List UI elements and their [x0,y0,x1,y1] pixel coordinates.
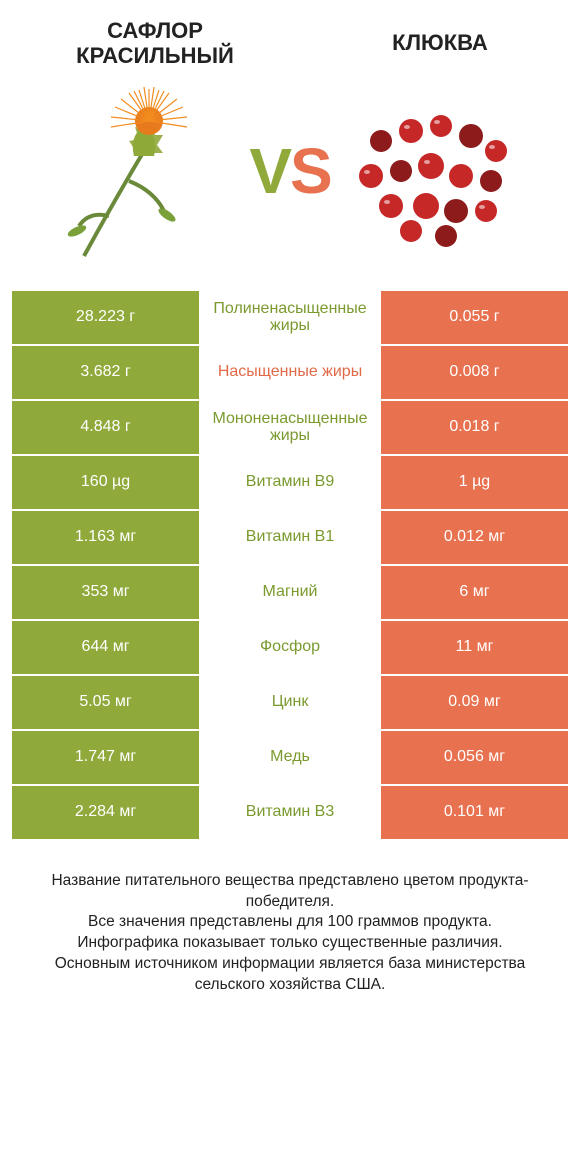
right-value-cell: 0.008 г [380,345,569,400]
right-product-image [341,81,521,261]
nutrient-label-cell: Витамин B3 [200,785,380,840]
right-value-cell: 0.012 мг [380,510,569,565]
header: САФЛОР КРАСИЛЬНЫЙ КЛЮКВА [0,0,580,69]
table-row: 2.284 мгВитамин B30.101 мг [11,785,569,840]
vs-v: V [249,135,290,207]
table-row: 1.747 мгМедь0.056 мг [11,730,569,785]
left-value-cell: 353 мг [11,565,200,620]
cranberries-icon [341,81,521,261]
nutrient-label-cell: Магний [200,565,380,620]
left-product-image [59,81,239,261]
left-value-cell: 160 µg [11,455,200,510]
table-row: 644 мгФосфор11 мг [11,620,569,675]
left-value-cell: 2.284 мг [11,785,200,840]
right-product-title: КЛЮКВА [340,18,540,55]
right-value-cell: 0.018 г [380,400,569,455]
comparison-table-body: 28.223 гПолиненасыщенные жиры0.055 г3.68… [11,290,569,840]
table-row: 1.163 мгВитамин B10.012 мг [11,510,569,565]
right-value-cell: 0.056 мг [380,730,569,785]
nutrient-label-cell: Фосфор [200,620,380,675]
left-product-title: САФЛОР КРАСИЛЬНЫЙ [40,18,270,69]
left-value-cell: 28.223 г [11,290,200,345]
safflower-icon [59,81,239,261]
nutrient-label-cell: Витамин B9 [200,455,380,510]
right-value-cell: 0.101 мг [380,785,569,840]
right-value-cell: 6 мг [380,565,569,620]
table-row: 160 µgВитамин B91 µg [11,455,569,510]
footnote-line-3: Инфографика показывает только существенн… [77,934,502,951]
left-value-cell: 1.163 мг [11,510,200,565]
right-value-cell: 1 µg [380,455,569,510]
table-row: 353 мгМагний6 мг [11,565,569,620]
footnote-line-2: Все значения представлены для 100 граммо… [88,913,492,930]
footnote-line-4: Основным источником информации является … [55,955,526,993]
table-row: 5.05 мгЦинк0.09 мг [11,675,569,730]
right-value-cell: 11 мг [380,620,569,675]
table-row: 3.682 гНасыщенные жиры0.008 г [11,345,569,400]
footnote: Название питательного вещества представл… [20,871,560,997]
table-row: 4.848 гМононенасыщенные жиры0.018 г [11,400,569,455]
vs-s: S [290,135,331,207]
footnote-line-1: Название питательного вещества представл… [51,872,528,910]
hero-row: VS [0,69,580,289]
left-value-cell: 1.747 мг [11,730,200,785]
right-value-cell: 0.055 г [380,290,569,345]
left-value-cell: 4.848 г [11,400,200,455]
right-value-cell: 0.09 мг [380,675,569,730]
nutrient-label-cell: Полиненасыщенные жиры [200,290,380,345]
nutrient-label-cell: Насыщенные жиры [200,345,380,400]
vs-label: VS [249,139,330,203]
comparison-table: 28.223 гПолиненасыщенные жиры0.055 г3.68… [10,289,570,841]
nutrient-label-cell: Цинк [200,675,380,730]
nutrient-label-cell: Мононенасыщенные жиры [200,400,380,455]
nutrient-label-cell: Медь [200,730,380,785]
table-row: 28.223 гПолиненасыщенные жиры0.055 г [11,290,569,345]
left-value-cell: 644 мг [11,620,200,675]
nutrient-label-cell: Витамин B1 [200,510,380,565]
left-value-cell: 5.05 мг [11,675,200,730]
left-value-cell: 3.682 г [11,345,200,400]
